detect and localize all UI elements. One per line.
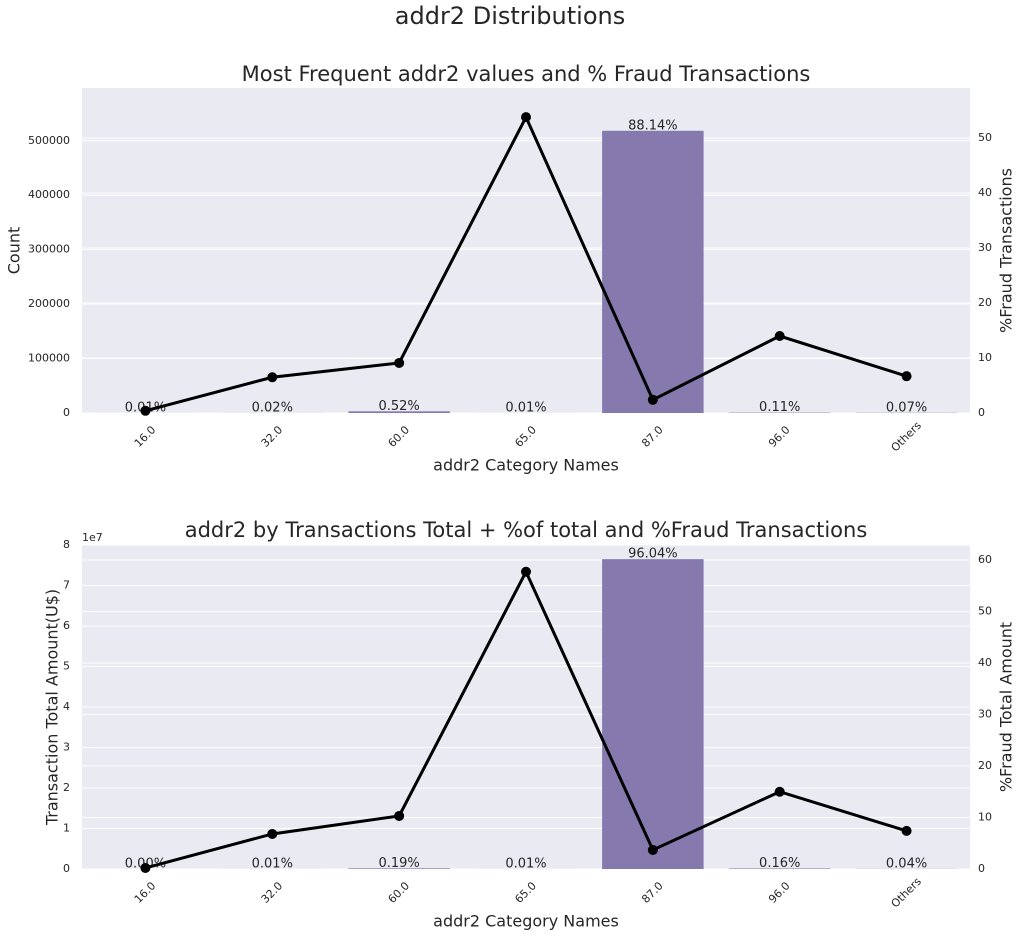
y-tick-label: 5 [63, 660, 70, 673]
y2-tick-label: 30 [978, 241, 992, 254]
x-tick-label: 32.0 [259, 423, 286, 450]
y-tick-label: 0 [63, 406, 70, 419]
x-axis-label: addr2 Category Names [433, 912, 619, 931]
y-tick-label: 4 [63, 700, 70, 713]
bar-annotation: 0.01% [252, 856, 293, 871]
line-point [140, 405, 151, 416]
x-tick-label: 96.0 [766, 423, 793, 450]
y2-tick-label: 30 [978, 707, 992, 720]
bar-annotation: 96.04% [628, 547, 678, 562]
bar-annotation: 0.01% [505, 400, 546, 415]
y2-tick-label: 40 [978, 656, 992, 669]
bar-annotation: 0.16% [759, 856, 800, 871]
bar [602, 559, 704, 869]
y-tick-label: 100000 [28, 352, 70, 365]
line-point [774, 331, 785, 342]
y2-tick-label: 50 [978, 131, 992, 144]
x-tick-label: 65.0 [512, 423, 539, 450]
line-point [394, 357, 405, 368]
y2-tick-label: 50 [978, 604, 992, 617]
y2-tick-label: 60 [978, 553, 992, 566]
line-point [647, 394, 658, 405]
y-tick-label: 500000 [28, 134, 70, 147]
bar-annotation: 0.19% [378, 856, 419, 871]
y-tick-label: 1 [63, 822, 70, 835]
y-axis-label: Count [5, 227, 24, 275]
y2-tick-label: 0 [978, 862, 985, 875]
bar-annotation: 0.52% [378, 399, 419, 414]
y-tick-label: 400000 [28, 188, 70, 201]
line-point [267, 372, 278, 383]
y-offset-label: 1e7 [82, 531, 103, 544]
line-point [901, 825, 912, 836]
x-tick-label: 60.0 [386, 423, 413, 450]
x-tick-label: 16.0 [132, 879, 159, 906]
bar-annotation: 0.04% [886, 856, 927, 871]
bar [602, 130, 704, 413]
chart-title: Most Frequent addr2 values and % Fraud T… [242, 62, 811, 86]
y2-axis-label: %Fraud Total Amount [997, 622, 1016, 792]
y-tick-label: 2 [63, 781, 70, 794]
y2-tick-label: 40 [978, 186, 992, 199]
x-axis-label: addr2 Category Names [433, 456, 619, 475]
bar [728, 868, 831, 869]
y2-tick-label: 20 [978, 296, 992, 309]
figure-title: addr2 Distributions [395, 2, 625, 30]
y-axis-label: Transaction Total Amount(U$) [43, 589, 62, 826]
bar [348, 868, 450, 869]
y-tick-label: 200000 [28, 297, 70, 310]
x-tick-label: 87.0 [639, 879, 666, 906]
bar-annotation: 0.02% [252, 400, 293, 415]
y2-axis-label: %Fraud Transactions [997, 168, 1016, 333]
y2-tick-label: 10 [978, 810, 992, 823]
x-tick-label: 65.0 [512, 879, 539, 906]
y2-tick-label: 20 [978, 759, 992, 772]
x-tick-label: 32.0 [259, 879, 286, 906]
line-point [521, 566, 531, 577]
chart-title: addr2 by Transactions Total + %of total … [185, 518, 868, 542]
y-tick-label: 6 [63, 619, 70, 632]
line-point [521, 112, 531, 123]
bar-annotation: 0.11% [759, 400, 800, 415]
y-tick-label: 300000 [28, 243, 70, 256]
plot-area [82, 88, 970, 413]
y2-tick-label: 0 [978, 406, 985, 419]
x-tick-label: 60.0 [386, 879, 413, 906]
y2-tick-label: 10 [978, 351, 992, 364]
x-tick-label: 16.0 [132, 423, 159, 450]
y-tick-label: 7 [63, 579, 70, 592]
line-point [647, 844, 658, 855]
line-point [394, 810, 405, 821]
x-tick-label: Others [889, 875, 925, 911]
bar-annotation: 0.07% [886, 400, 927, 415]
y-tick-label: 0 [63, 862, 70, 875]
y-tick-label: 8 [63, 538, 70, 551]
y-tick-label: 3 [63, 741, 70, 754]
x-tick-label: 96.0 [766, 879, 793, 906]
x-tick-label: 87.0 [639, 423, 666, 450]
line-point [901, 371, 912, 382]
x-tick-label: Others [889, 419, 925, 455]
bar [348, 411, 450, 413]
line-point [140, 862, 151, 873]
bar-annotation: 0.01% [505, 856, 546, 871]
line-point [774, 786, 785, 797]
bar-annotation: 88.14% [628, 118, 678, 133]
line-point [267, 828, 278, 839]
